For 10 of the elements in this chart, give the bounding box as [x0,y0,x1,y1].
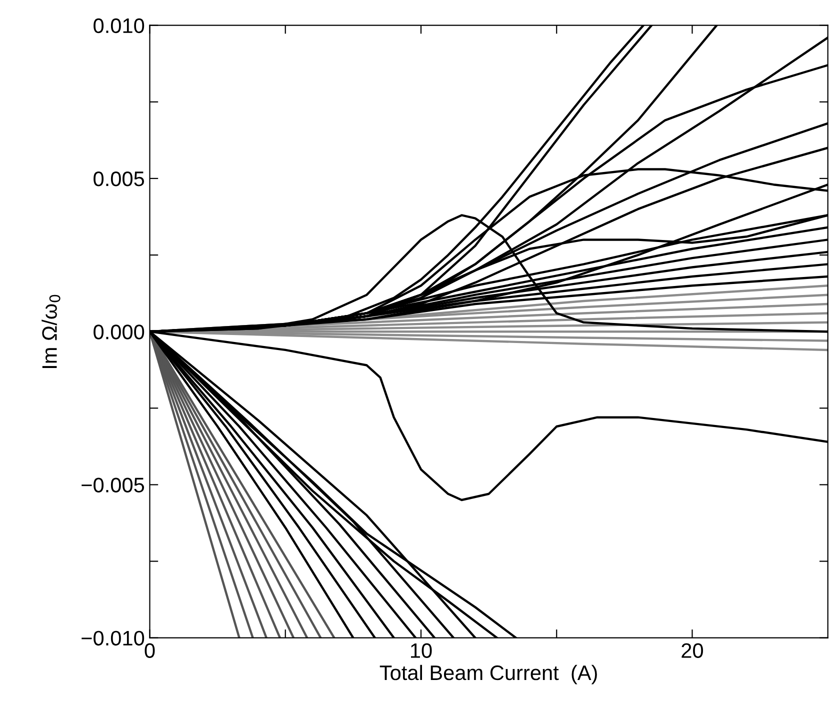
y-axis-title: Im Ω/ω$_{0}$ [42,294,60,368]
y-tick-label: −0.010 [82,630,144,646]
x-axis-title: Total Beam Current (A) [380,664,597,684]
x-tick-label: 10 [410,643,432,658]
y-tick-label: 0.005 [94,171,144,186]
x-tick-label: 0 [144,643,155,658]
y-tick-label: −0.005 [82,478,144,492]
y-tick-label: 0.010 [94,18,144,34]
x-tick-label: 20 [682,643,703,658]
y-tick-label: 0.000 [94,324,144,340]
